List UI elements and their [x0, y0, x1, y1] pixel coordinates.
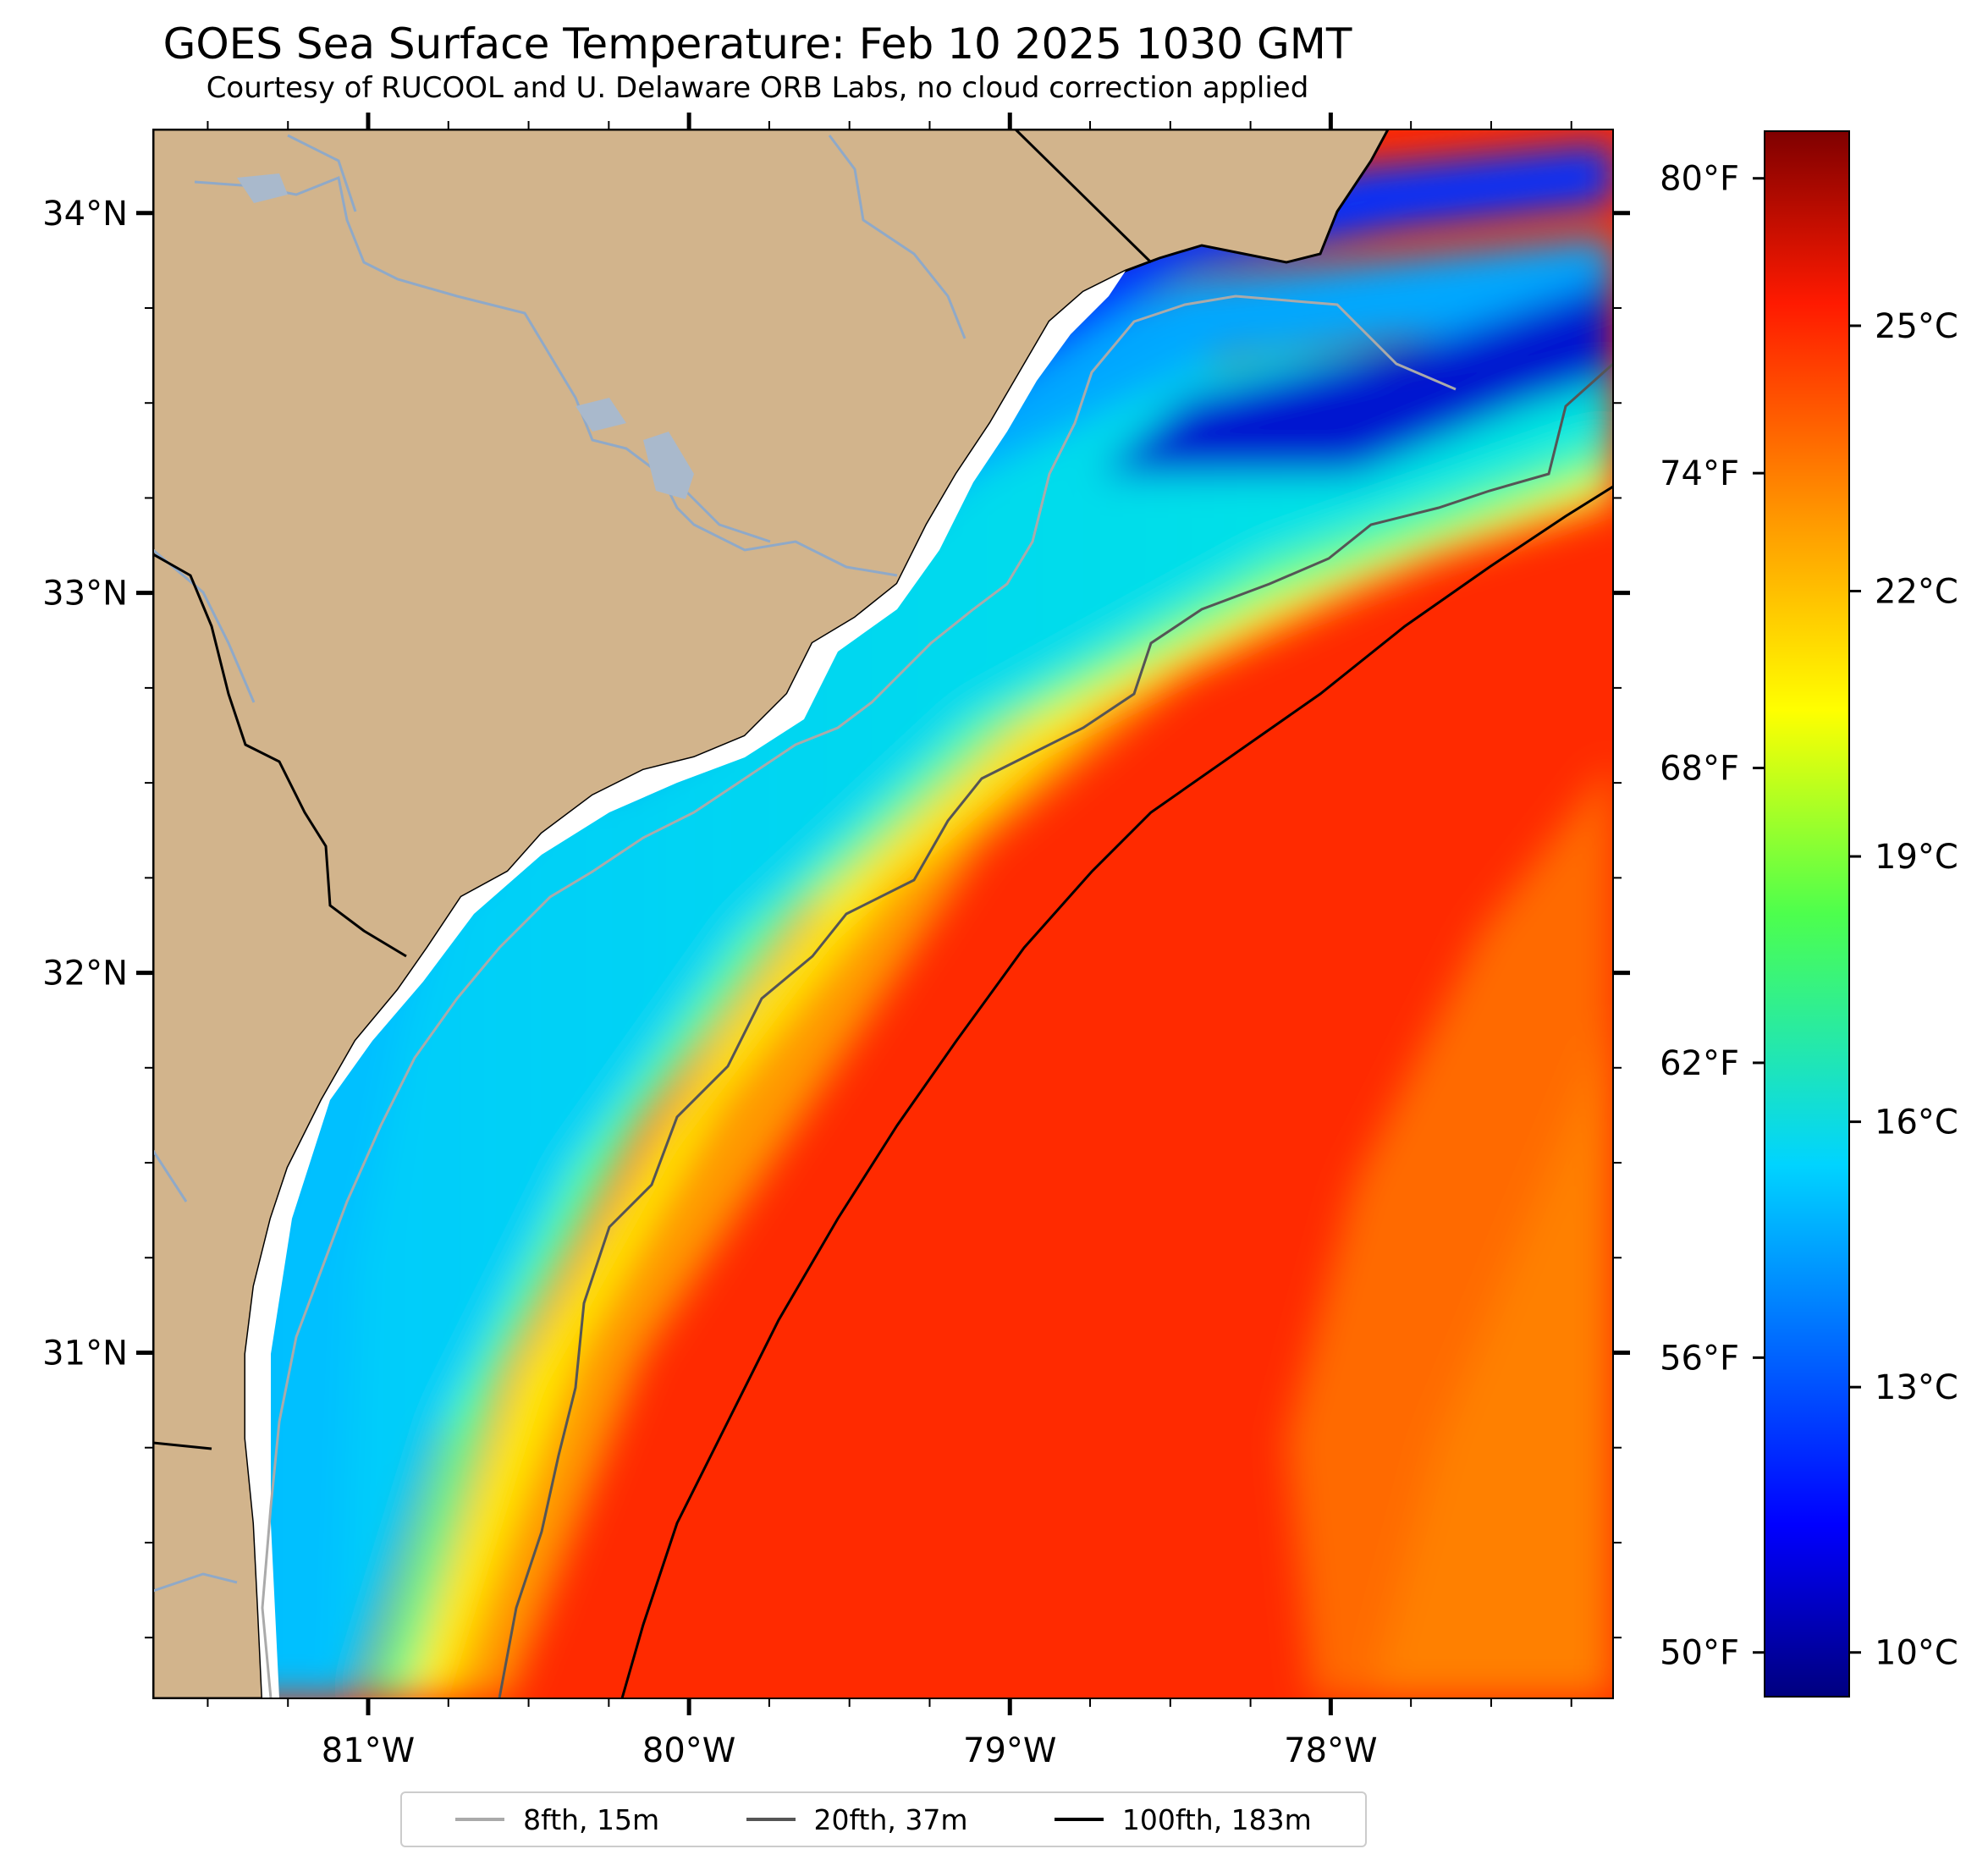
fahrenheit-tick-label: 80°F	[1660, 160, 1739, 199]
legend-item-20fth: 20fth, 37m	[746, 1803, 968, 1836]
lake	[237, 173, 288, 203]
celsius-tick-label: 16°C	[1875, 1103, 1958, 1142]
lon-tick-label: 80°W	[642, 1731, 735, 1770]
colorbar	[1764, 130, 1850, 1698]
map-subtitle: Courtesy of RUCOOL and U. Delaware ORB L…	[206, 71, 1309, 105]
legend-label-20fth: 20fth, 37m	[813, 1802, 968, 1836]
isobath-legend: 8fth, 15m 20fth, 37m 100fth, 183m	[400, 1791, 1367, 1847]
fahrenheit-tick-label: 56°F	[1660, 1339, 1739, 1378]
celsius-tick-label: 10°C	[1875, 1634, 1958, 1673]
colorbar-ticks: 25°C 22°C 19°C 16°C 13°C 10°C 80°F 74°F 68°F 62°F…	[1660, 160, 1958, 1673]
lat-tick-label: 33°N	[42, 575, 128, 614]
celsius-tick-label: 19°C	[1875, 838, 1958, 877]
celsius-tick-label: 25°C	[1875, 307, 1958, 346]
celsius-tick-label: 22°C	[1875, 573, 1958, 612]
lat-tick-label: 34°N	[42, 195, 128, 234]
state-borders	[153, 129, 1153, 1450]
isobath-20fth	[498, 362, 1613, 1698]
lon-tick-label: 78°W	[1284, 1731, 1377, 1770]
lat-tick-label: 32°N	[42, 955, 128, 993]
legend-item-100fth: 100fth, 183m	[1054, 1802, 1312, 1836]
lake	[643, 432, 694, 499]
rivers	[153, 134, 966, 1593]
fahrenheit-tick-label: 68°F	[1660, 750, 1739, 789]
map-frame	[152, 129, 1614, 1699]
legend-line-100fth	[1054, 1818, 1104, 1821]
celsius-tick-label: 13°C	[1875, 1368, 1958, 1407]
lon-tick-label: 81°W	[322, 1731, 415, 1770]
map-title: GOES Sea Surface Temperature: Feb 10 202…	[162, 19, 1352, 69]
fahrenheit-tick-label: 62°F	[1660, 1044, 1739, 1083]
legend-item-8fth: 8fth, 15m	[455, 1803, 659, 1836]
legend-label-100fth: 100fth, 183m	[1121, 1802, 1312, 1836]
legend-label-8fth: 8fth, 15m	[523, 1802, 660, 1836]
lat-tick-label: 31°N	[42, 1334, 128, 1373]
legend-line-20fth	[746, 1818, 796, 1821]
fahrenheit-tick-label: 74°F	[1660, 454, 1739, 493]
map-area	[153, 129, 1613, 1698]
axis-ticks: 81°W 80°W 79°W 78°W 34°N 33°N 32°N 31°N	[42, 113, 1630, 1770]
fahrenheit-tick-label: 50°F	[1660, 1634, 1739, 1673]
lon-tick-label: 79°W	[963, 1731, 1056, 1770]
legend-line-8fth	[455, 1818, 505, 1821]
isobath-100fth	[620, 485, 1613, 1698]
isobath-8fth	[261, 294, 1457, 1698]
lake	[575, 398, 626, 432]
